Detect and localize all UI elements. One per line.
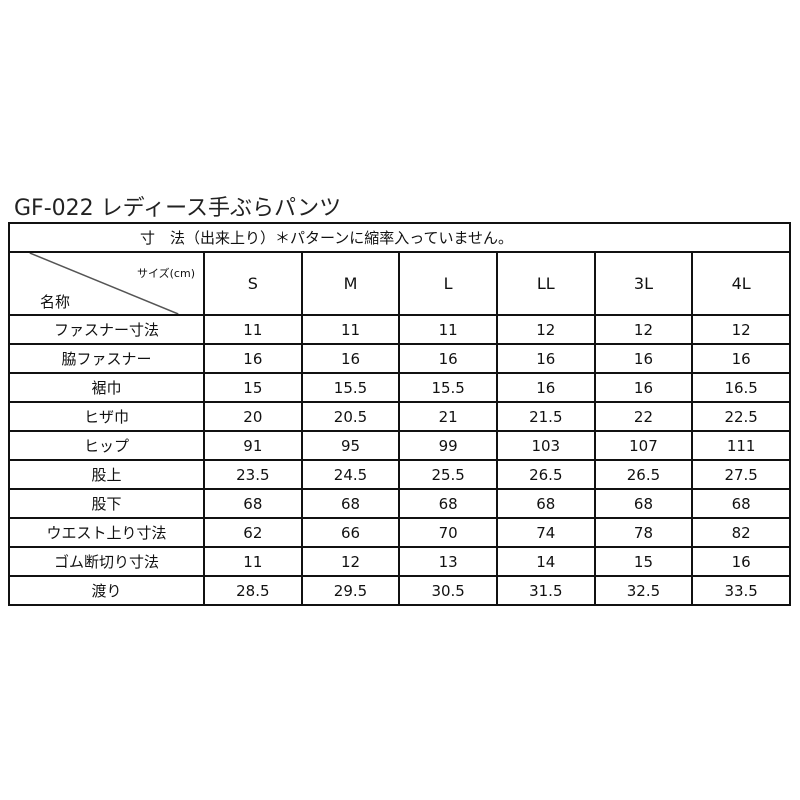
value-cell: 13 (398, 546, 498, 577)
size-unit-label: サイズ(cm) (136, 267, 195, 280)
value-cell: 20 (203, 401, 303, 432)
row-label: ヒップ (8, 430, 205, 461)
diagonal-line (30, 254, 178, 313)
value-cell: 33.5 (691, 575, 791, 606)
value-cell: 68 (300, 488, 401, 519)
size-header-L: L (398, 251, 498, 316)
value-cell: 32.5 (593, 575, 694, 606)
value-cell: 16 (691, 343, 791, 374)
value-cell: 31.5 (495, 575, 596, 606)
value-cell: 82 (691, 517, 791, 548)
value-cell: 25.5 (398, 459, 498, 490)
value-cell: 16 (691, 546, 791, 577)
size-header-LL: LL (495, 251, 596, 316)
value-cell: 99 (398, 430, 498, 461)
row-label: 裾巾 (8, 372, 205, 403)
size-header-S: S (203, 251, 303, 316)
row-label: 脇ファスナー (8, 343, 205, 374)
size-header-M: M (300, 251, 401, 316)
value-cell: 16 (593, 343, 694, 374)
value-cell: 16 (495, 343, 596, 374)
value-cell: 68 (398, 488, 498, 519)
value-cell: 12 (691, 314, 791, 345)
value-cell: 11 (300, 314, 401, 345)
name-label: 名称 (40, 293, 71, 311)
value-cell: 62 (203, 517, 303, 548)
value-cell: 24.5 (300, 459, 401, 490)
value-cell: 26.5 (593, 459, 694, 490)
size-header-3L: 3L (593, 251, 694, 316)
table-row: 渡り 28.5 29.5 30.5 31.5 32.5 33.5 (8, 575, 791, 606)
table-row: ヒザ巾 20 20.5 21 21.5 22 22.5 (8, 401, 791, 432)
table-row: 脇ファスナー 16 16 16 16 16 16 (8, 343, 791, 374)
value-cell: 11 (203, 546, 303, 577)
row-label: 渡り (8, 575, 205, 606)
value-cell: 12 (593, 314, 694, 345)
value-cell: 95 (300, 430, 401, 461)
value-cell: 68 (593, 488, 694, 519)
value-cell: 78 (593, 517, 694, 548)
row-label: ウエスト上り寸法 (8, 517, 205, 548)
value-cell: 15 (593, 546, 694, 577)
value-cell: 107 (593, 430, 694, 461)
table-row: 股上 23.5 24.5 25.5 26.5 26.5 27.5 (8, 459, 791, 490)
value-cell: 16 (398, 343, 498, 374)
value-cell: 15.5 (398, 372, 498, 403)
value-cell: 14 (495, 546, 596, 577)
value-cell: 26.5 (495, 459, 596, 490)
value-cell: 21 (398, 401, 498, 432)
value-cell: 23.5 (203, 459, 303, 490)
value-cell: 16.5 (691, 372, 791, 403)
value-cell: 74 (495, 517, 596, 548)
value-cell: 12 (495, 314, 596, 345)
corner-header-cell: サイズ(cm) 名称 (8, 251, 205, 316)
table-row: ゴム断切り寸法 11 12 13 14 15 16 (8, 546, 791, 577)
value-cell: 28.5 (203, 575, 303, 606)
value-cell: 12 (300, 546, 401, 577)
value-cell: 15 (203, 372, 303, 403)
value-cell: 22.5 (691, 401, 791, 432)
table-row: ヒップ 91 95 99 103 107 111 (8, 430, 791, 461)
value-cell: 68 (495, 488, 596, 519)
table-row: ファスナー寸法 11 11 11 12 12 12 (8, 314, 791, 345)
row-label: 股上 (8, 459, 205, 490)
value-cell: 68 (203, 488, 303, 519)
size-header-4L: 4L (691, 251, 791, 316)
value-cell: 20.5 (300, 401, 401, 432)
row-label: 股下 (8, 488, 205, 519)
value-cell: 27.5 (691, 459, 791, 490)
value-cell: 29.5 (300, 575, 401, 606)
value-cell: 15.5 (300, 372, 401, 403)
value-cell: 22 (593, 401, 694, 432)
value-cell: 21.5 (495, 401, 596, 432)
value-cell: 11 (203, 314, 303, 345)
table-row: ウエスト上り寸法 62 66 70 74 78 82 (8, 517, 791, 548)
value-cell: 70 (398, 517, 498, 548)
value-cell: 16 (203, 343, 303, 374)
value-cell: 66 (300, 517, 401, 548)
row-label: ファスナー寸法 (8, 314, 205, 345)
value-cell: 103 (495, 430, 596, 461)
value-cell: 16 (495, 372, 596, 403)
row-label: ゴム断切り寸法 (8, 546, 205, 577)
value-cell: 16 (593, 372, 694, 403)
value-cell: 16 (300, 343, 401, 374)
row-label: ヒザ巾 (8, 401, 205, 432)
value-cell: 111 (691, 430, 791, 461)
document-title: GF-022 レディース手ぶらパンツ (14, 196, 342, 221)
value-cell: 68 (691, 488, 791, 519)
value-cell: 91 (203, 430, 303, 461)
value-cell: 11 (398, 314, 498, 345)
table-caption: 寸 法（出来上り）＊パターンに縮率入っていません。 (8, 222, 791, 253)
table-row: 股下 68 68 68 68 68 68 (8, 488, 791, 519)
table-row: 裾巾 15 15.5 15.5 16 16 16.5 (8, 372, 791, 403)
value-cell: 30.5 (398, 575, 498, 606)
